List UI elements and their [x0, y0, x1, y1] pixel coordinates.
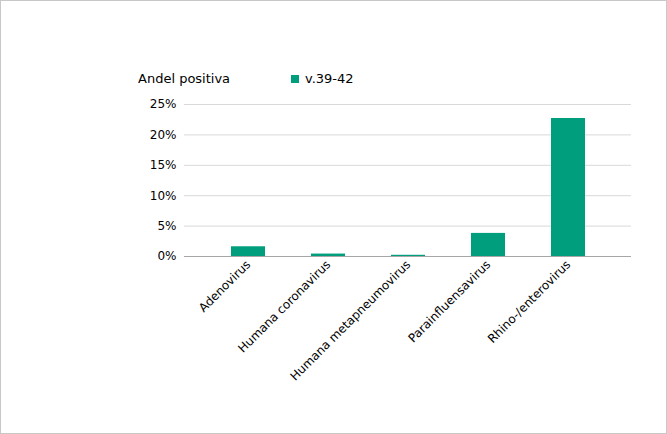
svg-text:Parainfluensavirus: Parainfluensavirus [405, 257, 493, 345]
svg-text:20%: 20% [150, 128, 177, 142]
svg-text:Humana metapneumovirus: Humana metapneumovirus [287, 257, 413, 383]
svg-text:0%: 0% [157, 249, 176, 263]
html-text:Andel positiva: Andel positiva [138, 71, 231, 86]
svg-text:Rhino-/enterovirus: Rhino-/enterovirus [485, 257, 573, 345]
svg-text:10%: 10% [150, 189, 177, 203]
svg-text:5%: 5% [157, 219, 176, 233]
svg-text:25%: 25% [150, 97, 177, 111]
html-text:v.39-42: v.39-42 [305, 71, 354, 86]
svg-text:Adenovirus: Adenovirus [196, 257, 253, 314]
svg-text:15%: 15% [150, 158, 177, 172]
svg-text:Humana coronavirus: Humana coronavirus [235, 257, 333, 355]
